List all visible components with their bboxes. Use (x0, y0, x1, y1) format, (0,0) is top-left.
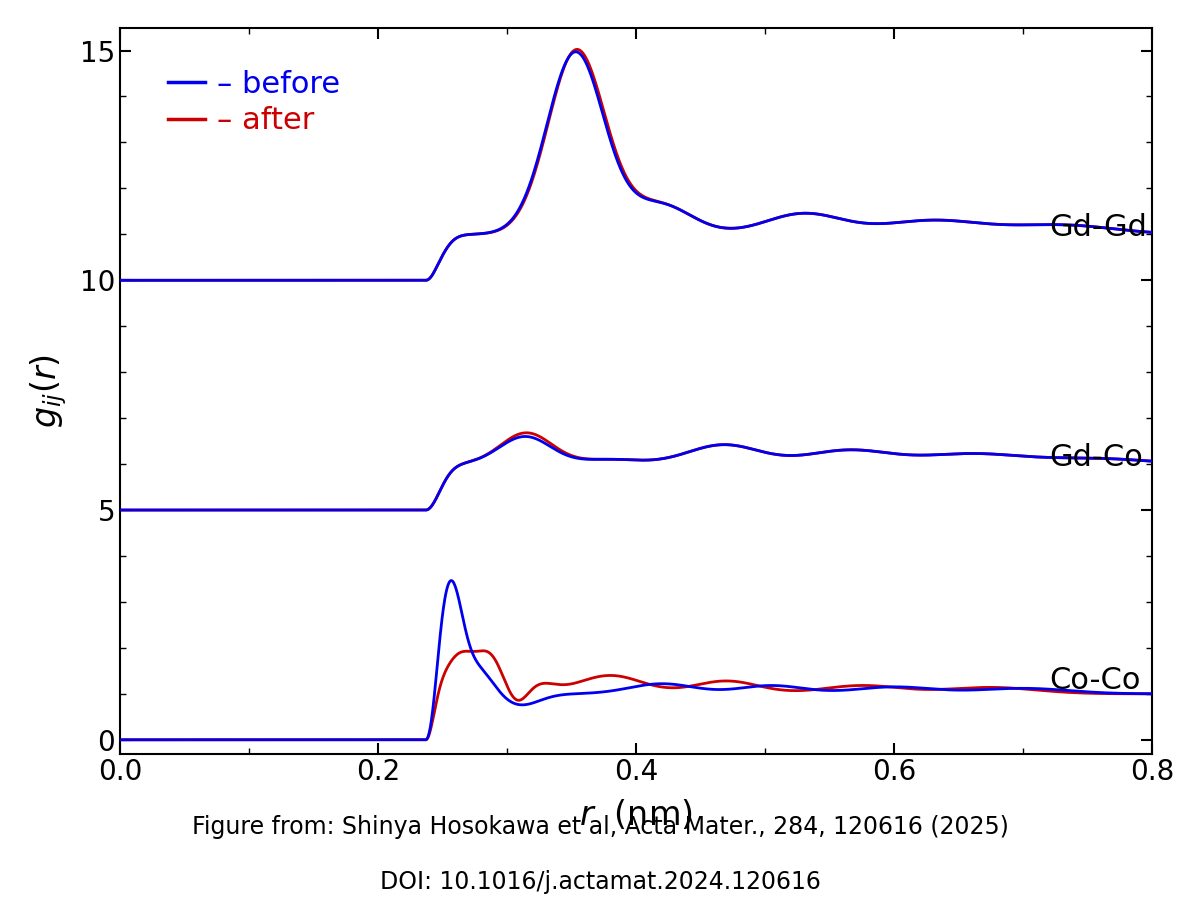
Text: Gd-Co: Gd-Co (1049, 443, 1142, 471)
Text: Co-Co: Co-Co (1049, 665, 1140, 695)
Text: Figure from: Shinya Hosokawa et al, Acta Mater., 284, 120616 (2025): Figure from: Shinya Hosokawa et al, Acta… (192, 815, 1008, 839)
Legend: – before, – after: – before, – after (156, 57, 353, 147)
Y-axis label: $g_{ij}(r)$: $g_{ij}(r)$ (28, 354, 68, 427)
X-axis label: $r$  (nm): $r$ (nm) (580, 798, 692, 832)
Text: Gd-Gd: Gd-Gd (1049, 213, 1147, 242)
Text: DOI: 10.1016/j.actamat.2024.120616: DOI: 10.1016/j.actamat.2024.120616 (379, 870, 821, 894)
